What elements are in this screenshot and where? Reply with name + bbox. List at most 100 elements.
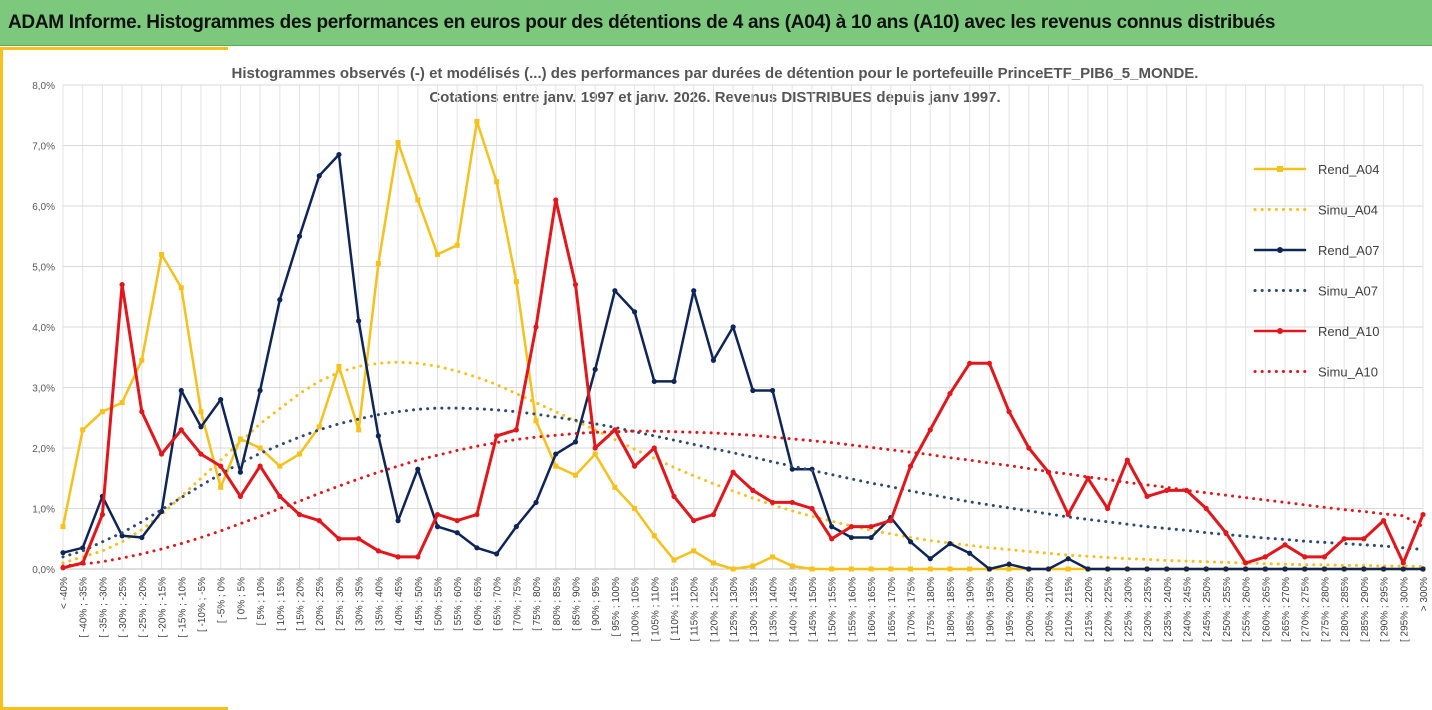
data-point-rend-a10 <box>1105 505 1111 512</box>
data-point-rend-a07 <box>868 534 874 541</box>
data-point-rend-a04 <box>789 563 795 569</box>
data-point-rend-a04 <box>553 463 559 469</box>
data-point-rend-a04 <box>119 400 125 406</box>
data-point-rend-a04 <box>80 427 86 433</box>
data-point-rend-a07 <box>710 357 717 363</box>
data-point-rend-a04 <box>671 557 677 563</box>
data-point-rend-a10 <box>888 518 894 524</box>
data-point-rend-a10 <box>769 499 776 506</box>
data-point-rend-a07 <box>237 469 243 475</box>
data-point-rend-a10 <box>1400 560 1406 566</box>
data-point-rend-a04 <box>1006 566 1012 572</box>
data-point-rend-a07 <box>631 309 638 315</box>
data-point-rend-a07 <box>474 545 480 551</box>
legend-marker-rend-a04 <box>1277 166 1283 172</box>
data-point-rend-a07 <box>769 387 776 394</box>
data-point-rend-a07 <box>592 366 598 372</box>
data-point-rend-a07 <box>80 545 86 551</box>
data-point-rend-a04 <box>572 472 578 478</box>
data-point-rend-a07 <box>1105 566 1111 572</box>
data-point-rend-a07 <box>1045 566 1052 572</box>
data-point-rend-a07 <box>395 518 401 524</box>
data-point-rend-a04 <box>454 242 460 248</box>
data-point-rend-a07 <box>119 533 125 539</box>
data-point-rend-a07 <box>533 499 539 506</box>
data-point-rend-a10 <box>1085 475 1091 481</box>
x-tick-label: [ -25% ; -20% <box>138 577 149 638</box>
x-tick-label: [ 200% ; 205% <box>1025 577 1036 642</box>
x-tick-label: [ 240% ; 245% <box>1182 577 1193 642</box>
data-point-rend-a10 <box>99 511 106 518</box>
x-tick-label: [ 260% ; 265% <box>1261 577 1272 642</box>
data-point-rend-a10 <box>1243 560 1249 566</box>
data-point-rend-a10 <box>1065 511 1071 518</box>
x-tick-label: [ -20% ; -15% <box>158 577 169 638</box>
x-tick-label: [ -30% ; -25% <box>118 577 129 638</box>
data-point-rend-a04 <box>730 566 736 572</box>
data-point-rend-a04 <box>809 566 815 572</box>
series-line-simu-a04 <box>61 360 1425 569</box>
data-point-rend-a07 <box>375 433 381 439</box>
data-point-rend-a07 <box>513 524 519 530</box>
x-tick-label: [ 270% ; 275% <box>1301 577 1312 642</box>
data-point-rend-a07 <box>1380 566 1387 572</box>
data-point-rend-a04 <box>651 533 657 539</box>
data-point-rend-a10 <box>533 324 539 330</box>
data-point-rend-a07 <box>986 566 992 572</box>
data-point-rend-a10 <box>592 445 598 451</box>
accent-bar-top <box>0 47 228 50</box>
data-point-rend-a10 <box>710 511 717 518</box>
data-point-rend-a10 <box>730 469 736 475</box>
data-point-rend-a10 <box>1026 445 1032 451</box>
banner-title: ADAM Informe. Histogrammes des performan… <box>8 12 1276 33</box>
x-tick-label: [ 160% ; 165% <box>867 577 878 642</box>
data-point-rend-a04 <box>533 418 539 424</box>
data-point-rend-a07 <box>750 387 756 394</box>
x-tick-label: [ 65% ; 70% <box>493 577 504 631</box>
x-tick-label: [ 35% ; 40% <box>374 577 385 631</box>
x-tick-label: [ 210% ; 215% <box>1064 577 1075 642</box>
data-point-rend-a04 <box>612 484 618 490</box>
data-point-rend-a10 <box>1282 542 1288 548</box>
x-tick-label: [ 165% ; 170% <box>887 577 898 642</box>
chart-title: Histogrammes observés (-) et modélisés (… <box>60 62 1370 110</box>
series-line-rend-a07 <box>61 153 1425 571</box>
x-tick-label: [ 215% ; 220% <box>1084 577 1095 642</box>
x-tick-label: [ 100% ; 105% <box>631 577 642 642</box>
data-point-rend-a07 <box>415 466 421 472</box>
data-point-rend-a10 <box>789 499 795 506</box>
y-tick-label: 8,0% <box>32 81 55 92</box>
x-tick-label: [ 45% ; 50% <box>414 577 425 631</box>
data-point-rend-a04 <box>198 409 204 415</box>
data-point-rend-a07 <box>1026 566 1032 572</box>
data-point-rend-a07 <box>1144 566 1150 572</box>
x-tick-label: [ 190% ; 195% <box>985 577 996 642</box>
data-point-rend-a10 <box>158 451 165 457</box>
y-tick-label: 3,0% <box>32 384 55 395</box>
data-point-rend-a10 <box>415 554 421 560</box>
data-point-rend-a10 <box>454 518 460 524</box>
x-tick-label: [ 140% ; 145% <box>788 577 799 642</box>
legend-label-rend-a04: Rend_A04 <box>1318 162 1379 177</box>
legend-label-simu-a10: Simu_A10 <box>1318 365 1378 380</box>
x-tick-label: [ 175% ; 180% <box>926 577 937 642</box>
data-point-rend-a04 <box>218 484 224 490</box>
y-tick-label: 2,0% <box>32 444 55 455</box>
data-point-rend-a07 <box>454 530 460 536</box>
x-tick-label: [ -10% ; -5% <box>197 577 208 632</box>
x-tick-label: [ -40% ; -35% <box>79 577 90 638</box>
data-point-rend-a10 <box>572 282 579 288</box>
data-point-rend-a07 <box>1341 566 1347 572</box>
x-tick-label: [ 15% ; 20% <box>296 577 307 631</box>
y-tick-label: 4,0% <box>32 323 55 334</box>
x-tick-label: [ 135% ; 140% <box>769 577 780 642</box>
data-point-rend-a10 <box>868 524 874 530</box>
legend-label-rend-a07: Rend_A07 <box>1318 243 1379 258</box>
data-point-rend-a04 <box>434 251 440 257</box>
y-tick-label: 0,0% <box>32 565 55 576</box>
data-point-rend-a04 <box>474 118 480 124</box>
data-point-rend-a07 <box>1282 566 1288 572</box>
data-point-rend-a10 <box>336 536 342 542</box>
data-point-rend-a07 <box>671 378 677 385</box>
chart-title-line-2: Cotations entre janv. 1997 et janv. 2026… <box>429 89 1001 106</box>
